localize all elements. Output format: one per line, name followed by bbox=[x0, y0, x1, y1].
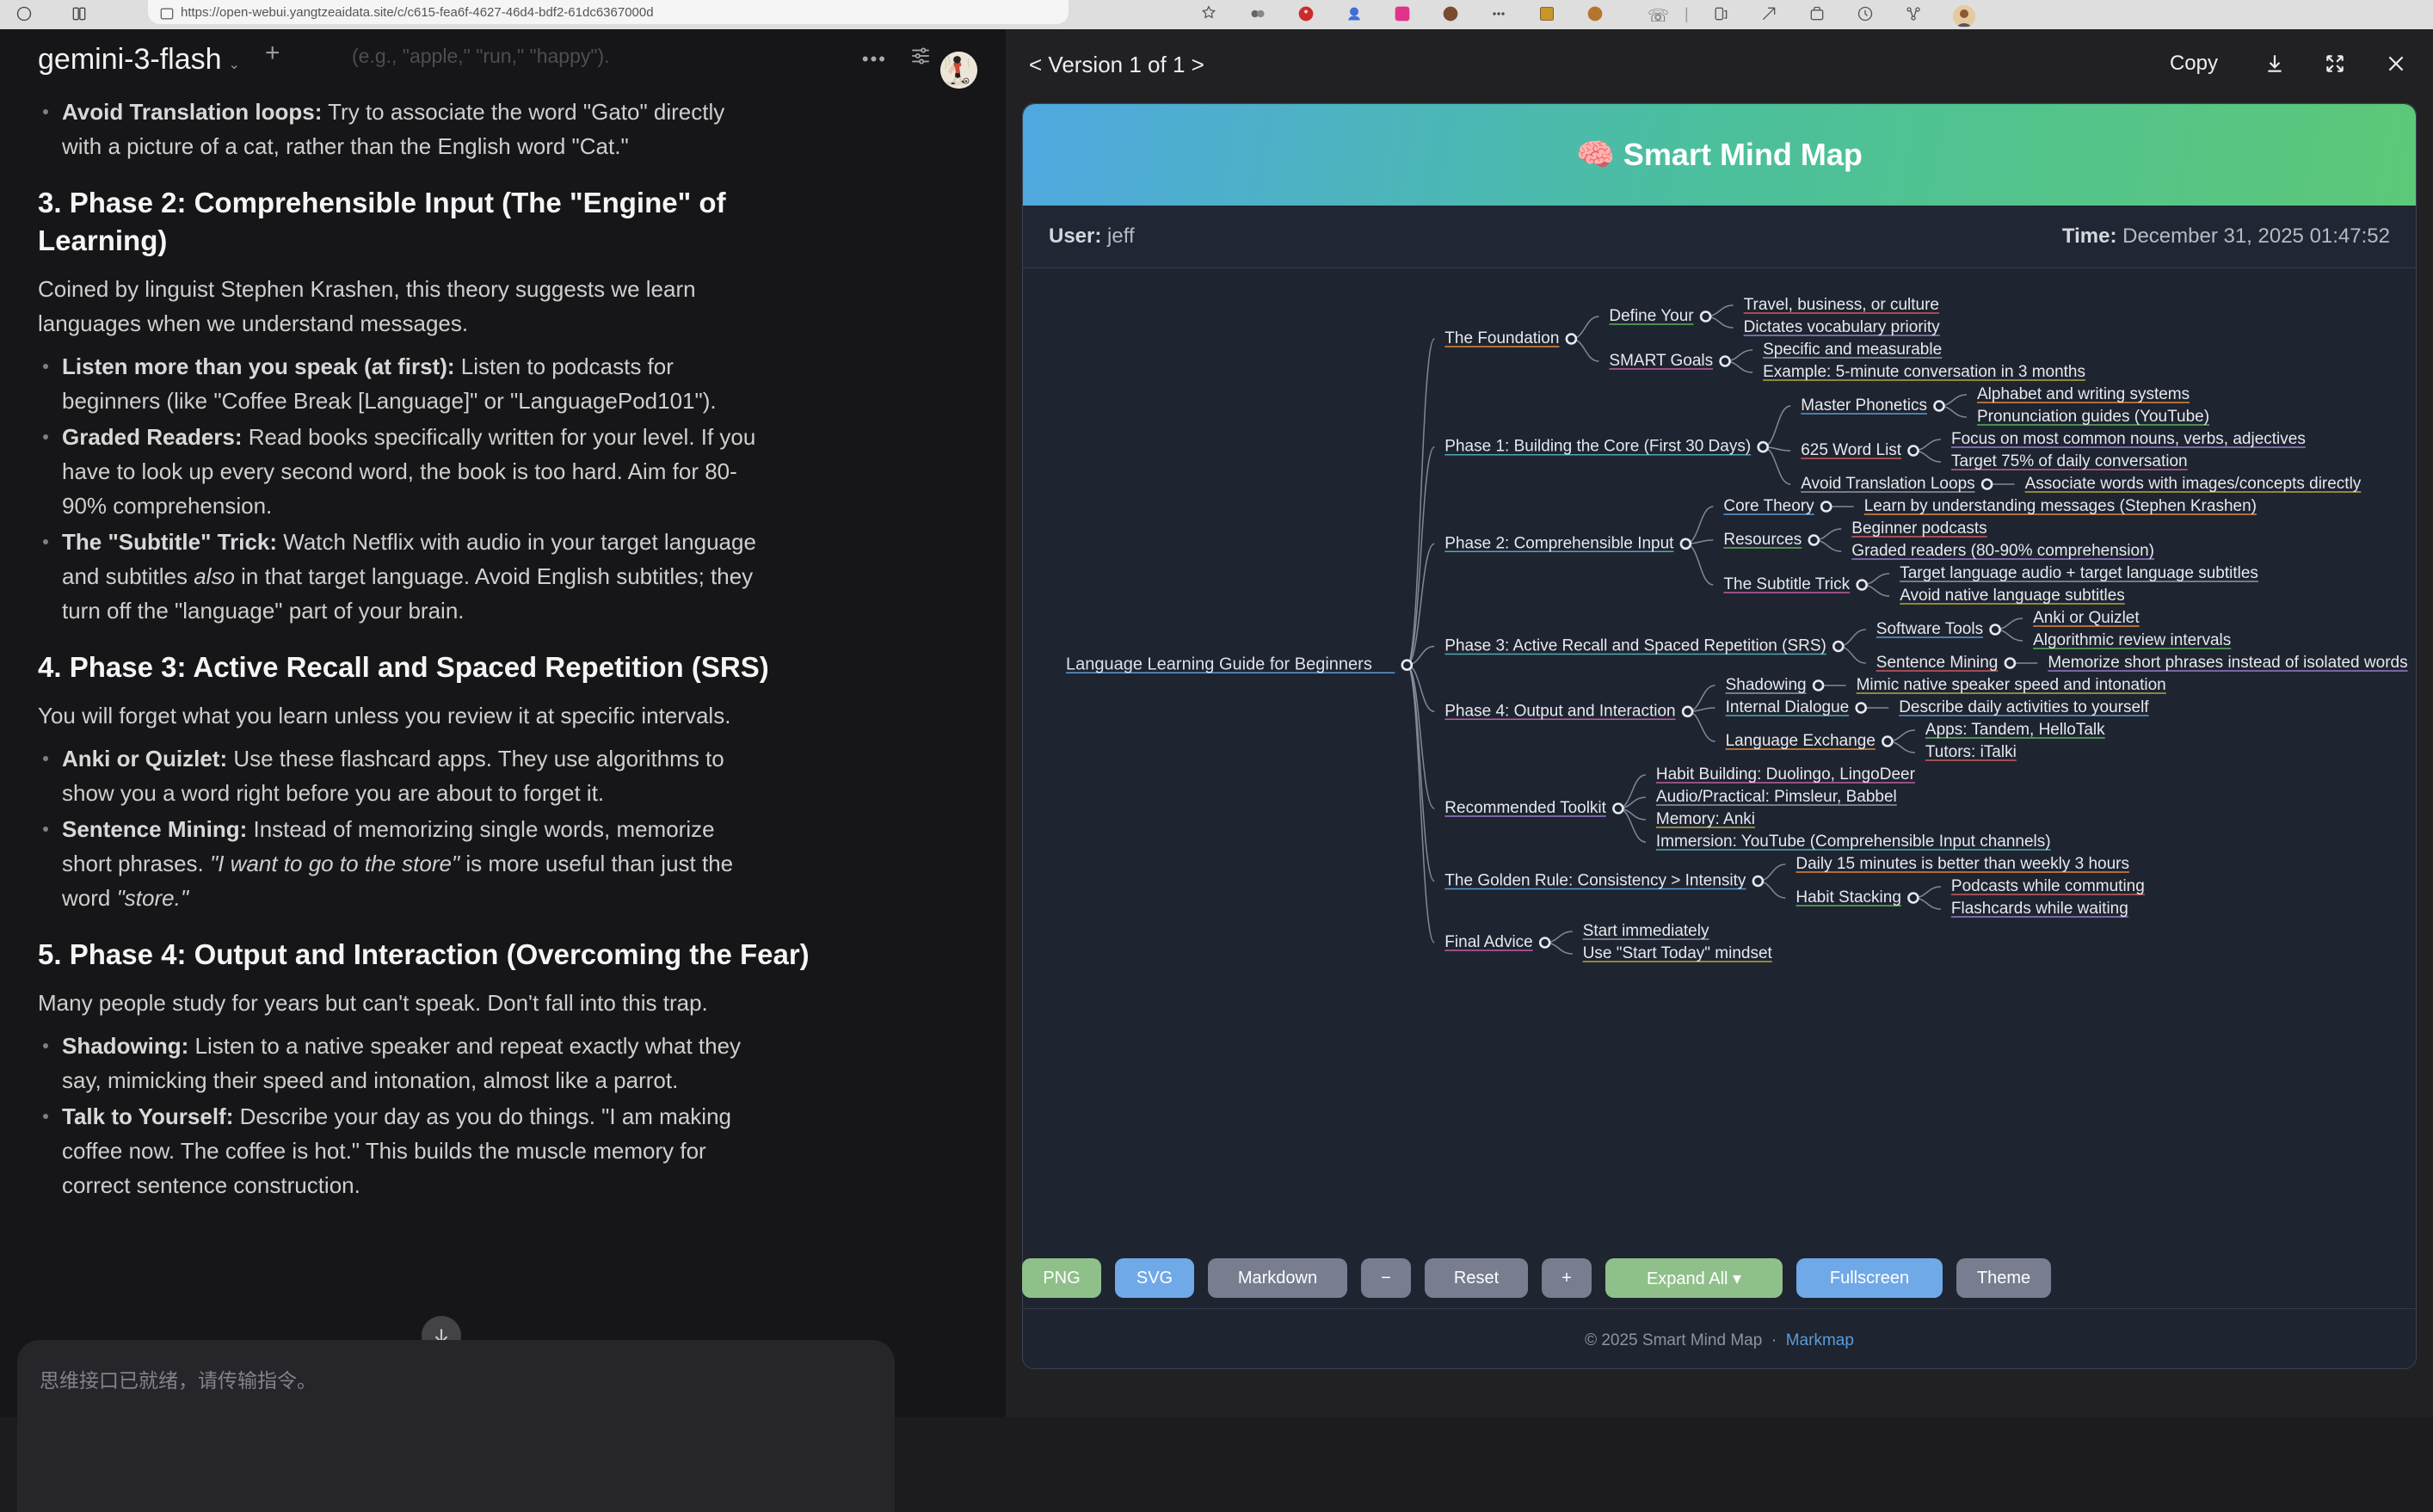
svg-text:SMART Goals: SMART Goals bbox=[1609, 352, 1713, 370]
svg-text:The Foundation: The Foundation bbox=[1444, 329, 1559, 347]
svg-text:Shadowing: Shadowing bbox=[1726, 676, 1807, 694]
svg-text:Dictates vocabulary priority: Dictates vocabulary priority bbox=[1744, 318, 1941, 336]
svg-text:Podcasts while commuting: Podcasts while commuting bbox=[1951, 877, 2145, 895]
svg-text:625 Word List: 625 Word List bbox=[1801, 441, 1902, 459]
svg-text:Language Learning Guide for Be: Language Learning Guide for Beginners bbox=[1066, 655, 1372, 673]
svg-text:Associate words with images/co: Associate words with images/concepts dir… bbox=[2025, 475, 2362, 493]
svg-text:Use "Start Today" mindset: Use "Start Today" mindset bbox=[1583, 944, 1773, 962]
svg-text:Avoid Translation Loops: Avoid Translation Loops bbox=[1801, 475, 1974, 493]
svg-text:Resources: Resources bbox=[1723, 531, 1802, 549]
svg-text:Algorithmic review intervals: Algorithmic review intervals bbox=[2033, 631, 2231, 649]
svg-text:Habit Building: Duolingo, Ling: Habit Building: Duolingo, LingoDeer bbox=[1656, 765, 1916, 784]
svg-text:Daily 15 minutes is better tha: Daily 15 minutes is better than weekly 3… bbox=[1795, 855, 2129, 873]
svg-text:The Golden Rule: Consistency >: The Golden Rule: Consistency > Intensity bbox=[1444, 872, 1746, 890]
svg-text:Target language audio + target: Target language audio + target language … bbox=[1900, 564, 2258, 582]
svg-text:Travel, business, or culture: Travel, business, or culture bbox=[1744, 296, 1939, 314]
svg-text:Graded readers (80-90% compreh: Graded readers (80-90% comprehension) bbox=[1851, 542, 2154, 560]
svg-text:Core Theory: Core Theory bbox=[1723, 497, 1814, 515]
svg-text:Language Exchange: Language Exchange bbox=[1726, 732, 1876, 750]
svg-text:Memory: Anki: Memory: Anki bbox=[1656, 810, 1755, 828]
svg-text:Focus on most common nouns, ve: Focus on most common nouns, verbs, adjec… bbox=[1951, 430, 2306, 448]
svg-text:Start immediately: Start immediately bbox=[1583, 922, 1709, 940]
svg-text:Anki or Quizlet: Anki or Quizlet bbox=[2033, 609, 2140, 627]
svg-text:Audio/Practical: Pimsleur, Bab: Audio/Practical: Pimsleur, Babbel bbox=[1656, 788, 1897, 806]
svg-text:The Subtitle Trick: The Subtitle Trick bbox=[1723, 575, 1850, 593]
svg-text:Avoid native language subtitle: Avoid native language subtitles bbox=[1900, 587, 2125, 605]
svg-text:Flashcards while waiting: Flashcards while waiting bbox=[1951, 900, 2128, 918]
svg-text:Tutors: iTalki: Tutors: iTalki bbox=[1925, 743, 2017, 761]
svg-text:Phase 2: Comprehensible Input: Phase 2: Comprehensible Input bbox=[1444, 534, 1674, 552]
svg-text:Memorize short phrases instead: Memorize short phrases instead of isolat… bbox=[2048, 654, 2407, 672]
svg-text:Specific and measurable: Specific and measurable bbox=[1763, 341, 1942, 359]
svg-text:Learn by understanding message: Learn by understanding messages (Stephen… bbox=[1864, 497, 2257, 515]
svg-text:Immersion: YouTube (Comprehens: Immersion: YouTube (Comprehensible Input… bbox=[1656, 833, 2051, 851]
svg-text:Example: 5-minute conversation: Example: 5-minute conversation in 3 mont… bbox=[1763, 363, 2085, 381]
svg-text:Phase 1: Building the Core (Fi: Phase 1: Building the Core (First 30 Day… bbox=[1444, 438, 1751, 456]
svg-text:Master Phonetics: Master Phonetics bbox=[1801, 396, 1927, 415]
svg-text:Pronunciation guides (YouTube): Pronunciation guides (YouTube) bbox=[1977, 408, 2209, 426]
svg-text:Recommended Toolkit: Recommended Toolkit bbox=[1444, 799, 1606, 817]
svg-text:Define Your: Define Your bbox=[1609, 307, 1694, 325]
svg-text:Describe daily activities to y: Describe daily activities to yourself bbox=[1899, 698, 2149, 716]
svg-text:Final Advice: Final Advice bbox=[1444, 933, 1532, 951]
svg-text:Phase 3: Active Recall and Spa: Phase 3: Active Recall and Spaced Repeti… bbox=[1444, 637, 1826, 655]
svg-text:Internal Dialogue: Internal Dialogue bbox=[1726, 698, 1850, 716]
svg-text:Beginner podcasts: Beginner podcasts bbox=[1851, 519, 1986, 538]
svg-text:Target 75% of daily conversati: Target 75% of daily conversation bbox=[1951, 452, 2188, 470]
svg-text:Sentence Mining: Sentence Mining bbox=[1876, 654, 1999, 672]
svg-text:Software Tools: Software Tools bbox=[1876, 620, 1983, 638]
svg-text:Phase 4: Output and Interactio: Phase 4: Output and Interaction bbox=[1444, 702, 1675, 720]
svg-text:Apps: Tandem, HelloTalk: Apps: Tandem, HelloTalk bbox=[1925, 721, 2105, 739]
svg-text:Alphabet and writing systems: Alphabet and writing systems bbox=[1977, 385, 2190, 403]
svg-text:Habit Stacking: Habit Stacking bbox=[1795, 888, 1901, 907]
svg-text:Mimic native speaker speed and: Mimic native speaker speed and intonatio… bbox=[1857, 676, 2166, 694]
